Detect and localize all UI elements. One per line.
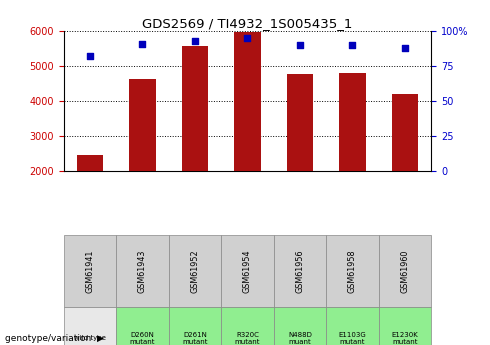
Bar xyxy=(274,235,326,307)
Point xyxy=(139,41,147,47)
Text: E1230K
mutant: E1230K mutant xyxy=(392,332,418,345)
Point xyxy=(348,42,356,48)
Bar xyxy=(392,94,418,171)
Text: GSM61954: GSM61954 xyxy=(243,249,252,293)
Bar xyxy=(379,235,431,307)
Text: D260N
mutant: D260N mutant xyxy=(130,332,155,345)
Bar xyxy=(77,155,103,171)
Text: N488D
muant: N488D muant xyxy=(288,332,312,345)
Text: GSM61952: GSM61952 xyxy=(191,249,199,293)
Bar xyxy=(129,79,156,171)
Bar xyxy=(339,73,366,171)
Bar xyxy=(169,235,221,307)
Text: GSM61958: GSM61958 xyxy=(348,249,357,293)
Point xyxy=(86,53,94,59)
Bar xyxy=(326,307,379,345)
Bar xyxy=(221,235,274,307)
Bar xyxy=(116,235,169,307)
Bar xyxy=(274,307,326,345)
Bar xyxy=(326,235,379,307)
Bar xyxy=(64,307,116,345)
Bar xyxy=(234,32,261,171)
Bar xyxy=(182,46,208,171)
Text: R320C
mutant: R320C mutant xyxy=(235,332,260,345)
Bar xyxy=(169,307,221,345)
Text: wild type: wild type xyxy=(74,335,106,341)
Text: D261N
mutant: D261N mutant xyxy=(182,332,208,345)
Text: GSM61960: GSM61960 xyxy=(400,249,410,293)
Point xyxy=(401,45,409,51)
Text: GSM61956: GSM61956 xyxy=(295,249,304,293)
Bar xyxy=(64,235,116,307)
Point xyxy=(244,35,251,41)
Text: genotype/variation  ▶: genotype/variation ▶ xyxy=(5,334,104,343)
Bar xyxy=(221,307,274,345)
Bar xyxy=(379,307,431,345)
Text: E1103G
mutant: E1103G mutant xyxy=(339,332,367,345)
Point xyxy=(296,42,304,48)
Point xyxy=(191,38,199,43)
Bar xyxy=(287,74,313,171)
Text: GSM61943: GSM61943 xyxy=(138,249,147,293)
Text: GSM61941: GSM61941 xyxy=(85,249,95,293)
Bar xyxy=(116,307,169,345)
Title: GDS2569 / TI4932_1S005435_1: GDS2569 / TI4932_1S005435_1 xyxy=(142,17,353,30)
